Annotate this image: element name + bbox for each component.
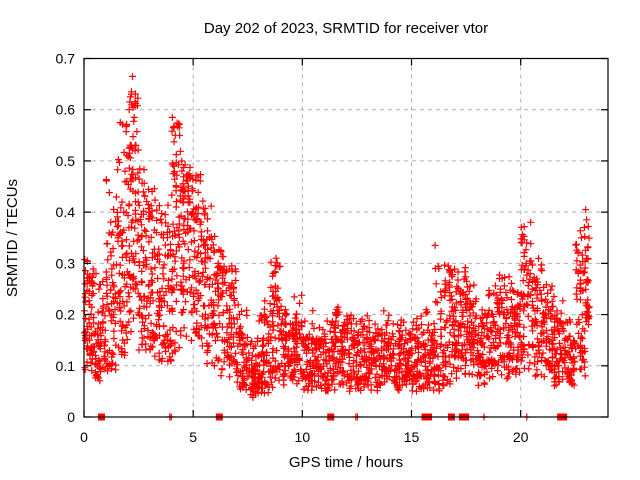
y-tick-label: 0 xyxy=(67,409,75,425)
axes-and-ticks: 0 5 10 15 20 0 0.1 0.2 0.3 0.4 0.5 0.6 0.7 xyxy=(56,51,609,445)
y-tick-label: 0.6 xyxy=(56,102,76,118)
y-axis-label: SRMTID / TECUs xyxy=(4,179,21,297)
x-tick-label: 20 xyxy=(513,429,529,445)
y-tick-label: 0.4 xyxy=(56,204,76,220)
x-tick-label: 15 xyxy=(404,429,420,445)
x-tick-label: 5 xyxy=(189,429,197,445)
plot-border xyxy=(83,57,609,418)
x-axis-label: GPS time / hours xyxy=(289,454,403,471)
y-tick-label: 0.5 xyxy=(56,153,76,169)
chart-title: Day 202 of 2023, SRMTID for receiver vto… xyxy=(204,20,488,37)
x-tick-label: 10 xyxy=(295,429,311,445)
x-tick-label: 0 xyxy=(80,429,88,445)
y-tick-label: 0.7 xyxy=(56,51,76,67)
y-tick-label: 0.1 xyxy=(56,358,76,374)
data-points xyxy=(80,72,593,421)
y-tick-label: 0.2 xyxy=(56,307,76,323)
y-tick-label: 0.3 xyxy=(56,255,76,271)
